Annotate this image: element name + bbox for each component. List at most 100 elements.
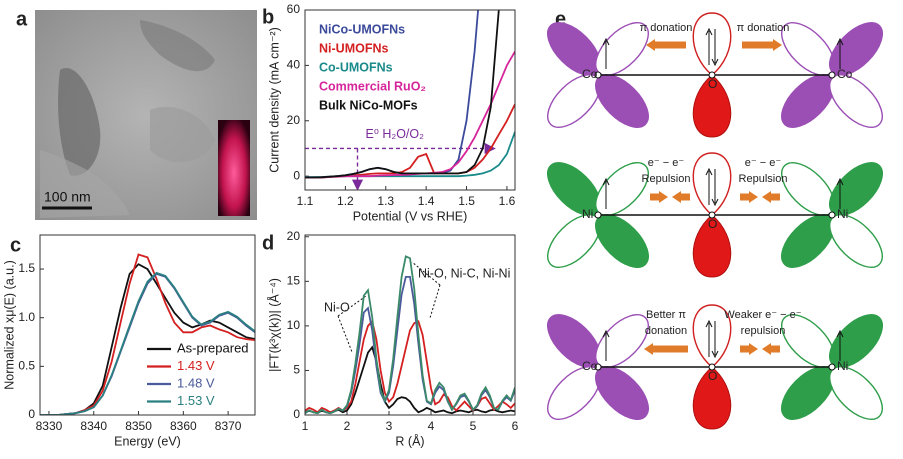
series-line	[305, 276, 515, 415]
p-orbital-bottom	[692, 74, 732, 138]
orange-arrow	[762, 191, 780, 203]
panel-label: a	[16, 8, 28, 30]
y-tick-label: 0	[293, 407, 300, 421]
x-tick-label: 1.5	[458, 194, 475, 208]
series-line	[305, 10, 500, 179]
legend-label: As-prepared	[177, 340, 249, 355]
note: e⁻ − e⁻	[648, 157, 685, 169]
legend-label: 1.53 V	[177, 393, 215, 408]
y-tick-label: 1.5	[18, 261, 35, 275]
y-axis-label: Current density (mA cm⁻²)	[267, 27, 281, 173]
y-tick-label: 20	[287, 229, 301, 243]
orange-arrow	[650, 191, 668, 203]
x-tick-label: 8360	[170, 419, 197, 433]
x-tick-label: 1.2	[337, 194, 354, 208]
orange-arrow	[644, 343, 688, 355]
axes-frame	[304, 9, 516, 191]
y-tick-label: 5	[293, 363, 300, 377]
o-spin	[705, 319, 719, 359]
orange-arrow	[740, 343, 758, 355]
spin-head	[602, 329, 610, 338]
y-axis-label: |FT(k³χ(k))| (Å⁻⁴)	[266, 278, 281, 372]
peak-annotation: Ni-O	[324, 300, 350, 314]
atom	[594, 363, 602, 371]
x-tick-label: 6	[512, 419, 519, 433]
metal-label: Ni	[837, 207, 848, 221]
note: π donation	[640, 22, 693, 34]
p-orbital-bottom	[692, 214, 732, 278]
y-axis-label: Normalized xμ(E) (a.u.)	[2, 260, 16, 389]
spin-head	[602, 177, 610, 186]
metal-label: Co	[837, 67, 853, 81]
note: Better π	[646, 309, 686, 321]
atom	[828, 71, 836, 79]
atom	[708, 363, 716, 371]
x-tick-label: 5	[470, 419, 477, 433]
spin-head	[602, 37, 610, 46]
note: repulsion	[741, 325, 786, 337]
x-tick-label: 8340	[80, 419, 107, 433]
atom	[708, 211, 716, 219]
plot-area	[305, 255, 515, 415]
y-tick-label: 20	[287, 113, 301, 127]
oxygen-label: O	[708, 77, 717, 91]
series-line	[305, 345, 515, 415]
p-orbital-top	[692, 304, 732, 368]
x-tick-label: 1.1	[297, 194, 314, 208]
o-spin	[705, 27, 719, 67]
legend-label: Bulk NiCo-MOFs	[319, 98, 418, 112]
metal-label: Co	[582, 67, 598, 81]
atom	[708, 71, 716, 79]
orange-arrow	[740, 191, 758, 203]
annotation-pointers	[337, 261, 441, 353]
y-tick-label: 0	[28, 407, 35, 421]
x-tick-label: 8330	[36, 419, 63, 433]
panel-label: b	[262, 6, 274, 28]
x-tick-label: 1.3	[377, 194, 394, 208]
legend-label: Ni-UMOFNs	[319, 41, 388, 55]
series-line	[305, 319, 515, 414]
x-axis-label: Energy (eV)	[114, 434, 181, 448]
metal-label: Co	[582, 359, 598, 373]
note: Weaker e⁻ − e⁻	[724, 309, 801, 321]
panel-label: e	[555, 8, 566, 30]
series-line	[305, 255, 515, 415]
x-tick-label: 8370	[215, 419, 242, 433]
note: e⁻ − e⁻	[745, 157, 782, 169]
x-tick-label: 1	[302, 419, 309, 433]
panel-label: c	[10, 234, 21, 256]
y-tick-label: 60	[287, 2, 301, 16]
x-tick-label: 3	[386, 419, 393, 433]
panel-label: d	[262, 232, 274, 254]
x-tick-label: 1.4	[418, 194, 435, 208]
legend-label: Commercial RuO₂	[319, 79, 426, 93]
spin-head	[836, 177, 844, 186]
y-tick-label: 1.0	[18, 310, 35, 324]
metal-label: Ni	[837, 359, 848, 373]
scale-bar-label: 100 nm	[44, 189, 91, 205]
legend-label: Co-UMOFNs	[319, 60, 393, 74]
note: donation	[645, 325, 687, 337]
spin-head	[836, 37, 844, 46]
atom	[828, 363, 836, 371]
peak-annotation: Ni-O, Ni-C, Ni-Ni	[418, 266, 510, 280]
metal-label: Ni	[582, 207, 593, 221]
p-orbital-top	[692, 12, 732, 76]
x-tick-label: 2	[344, 419, 351, 433]
orange-arrow	[742, 39, 782, 51]
x-tick-label: 1.6	[499, 194, 516, 208]
x-tick-label: 8350	[125, 419, 152, 433]
spin-head	[836, 329, 844, 338]
note: Repulsion	[642, 173, 691, 185]
x-axis-label: R (Å)	[395, 433, 424, 448]
oxygen-label: O	[708, 369, 717, 383]
axes-frame	[304, 234, 516, 416]
reference-annotation: E⁰ H₂O/O₂	[366, 127, 425, 141]
axes-frame	[39, 234, 256, 416]
y-tick-label: 40	[287, 58, 301, 72]
orange-arrow	[672, 191, 690, 203]
atom	[594, 211, 602, 219]
micrograph	[35, 10, 257, 220]
orange-arrow	[646, 39, 686, 51]
